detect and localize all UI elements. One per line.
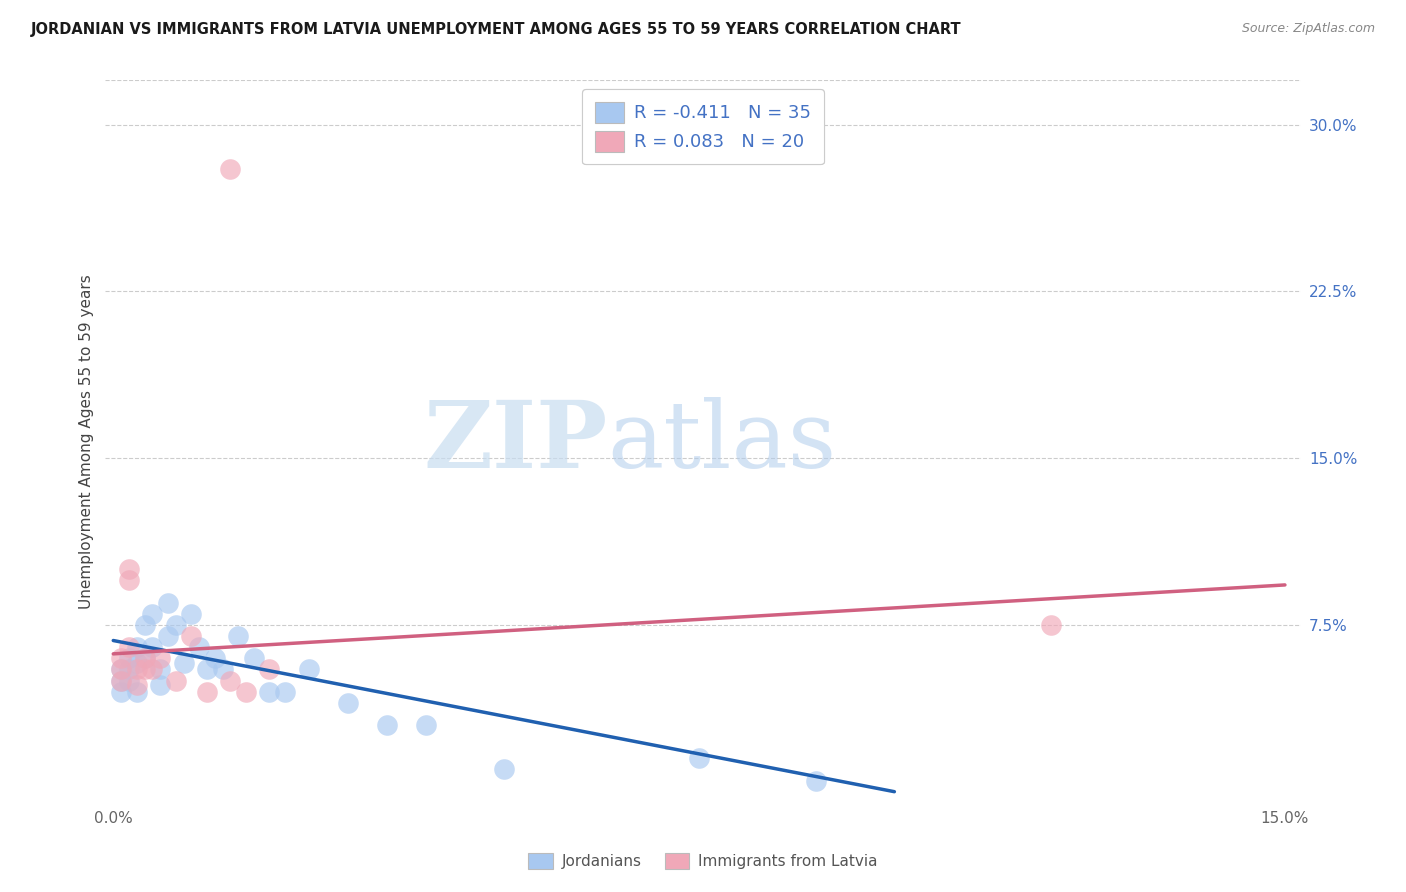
Point (492, 763, 515, 777)
Y-axis label: Unemployment Among Ages 55 to 59 years: Unemployment Among Ages 55 to 59 years (79, 274, 94, 609)
Text: ZIP: ZIP (423, 397, 607, 486)
Text: JORDANIAN VS IMMIGRANTS FROM LATVIA UNEMPLOYMENT AMONG AGES 55 TO 59 YEARS CORRE: JORDANIAN VS IMMIGRANTS FROM LATVIA UNEM… (31, 22, 962, 37)
Point (274, 684, 297, 698)
Point (375, 718, 398, 732)
Point (134, 651, 156, 665)
Point (141, 607, 163, 621)
Point (141, 662, 163, 676)
Text: Source: ZipAtlas.com: Source: ZipAtlas.com (1241, 22, 1375, 36)
Legend: R = -0.411   N = 35, R = 0.083   N = 20: R = -0.411 N = 35, R = 0.083 N = 20 (582, 89, 824, 164)
Point (125, 662, 148, 676)
Point (219, 162, 242, 177)
Point (259, 684, 281, 698)
Point (173, 656, 195, 670)
Point (118, 574, 141, 588)
Point (110, 684, 132, 698)
Point (110, 651, 132, 665)
Point (165, 618, 187, 632)
Point (118, 651, 141, 665)
Point (235, 684, 257, 698)
Point (118, 662, 141, 676)
Legend: Jordanians, Immigrants from Latvia: Jordanians, Immigrants from Latvia (522, 847, 884, 875)
Point (125, 678, 148, 692)
Point (259, 662, 281, 676)
Point (297, 662, 319, 676)
Point (180, 629, 202, 643)
Point (243, 651, 266, 665)
Point (195, 684, 218, 698)
Point (180, 607, 202, 621)
Point (156, 596, 179, 610)
Point (141, 640, 163, 655)
Point (688, 751, 710, 765)
Point (204, 651, 226, 665)
Point (134, 618, 156, 632)
Point (165, 673, 187, 688)
Point (188, 640, 211, 655)
Point (118, 562, 141, 576)
Point (336, 696, 359, 710)
Point (149, 662, 172, 676)
Point (118, 640, 141, 655)
Point (1039, 618, 1062, 632)
Point (226, 629, 249, 643)
Point (211, 662, 233, 676)
Point (125, 684, 148, 698)
Point (806, 773, 828, 788)
Point (125, 640, 148, 655)
Point (110, 673, 132, 688)
Point (110, 673, 132, 688)
Text: atlas: atlas (607, 397, 837, 486)
Point (219, 673, 242, 688)
Point (125, 656, 148, 670)
Point (149, 678, 172, 692)
Point (195, 662, 218, 676)
Point (134, 662, 156, 676)
Point (110, 662, 132, 676)
Point (149, 651, 172, 665)
Point (156, 629, 179, 643)
Point (134, 651, 156, 665)
Point (415, 718, 437, 732)
Point (110, 662, 132, 676)
Point (118, 673, 141, 688)
